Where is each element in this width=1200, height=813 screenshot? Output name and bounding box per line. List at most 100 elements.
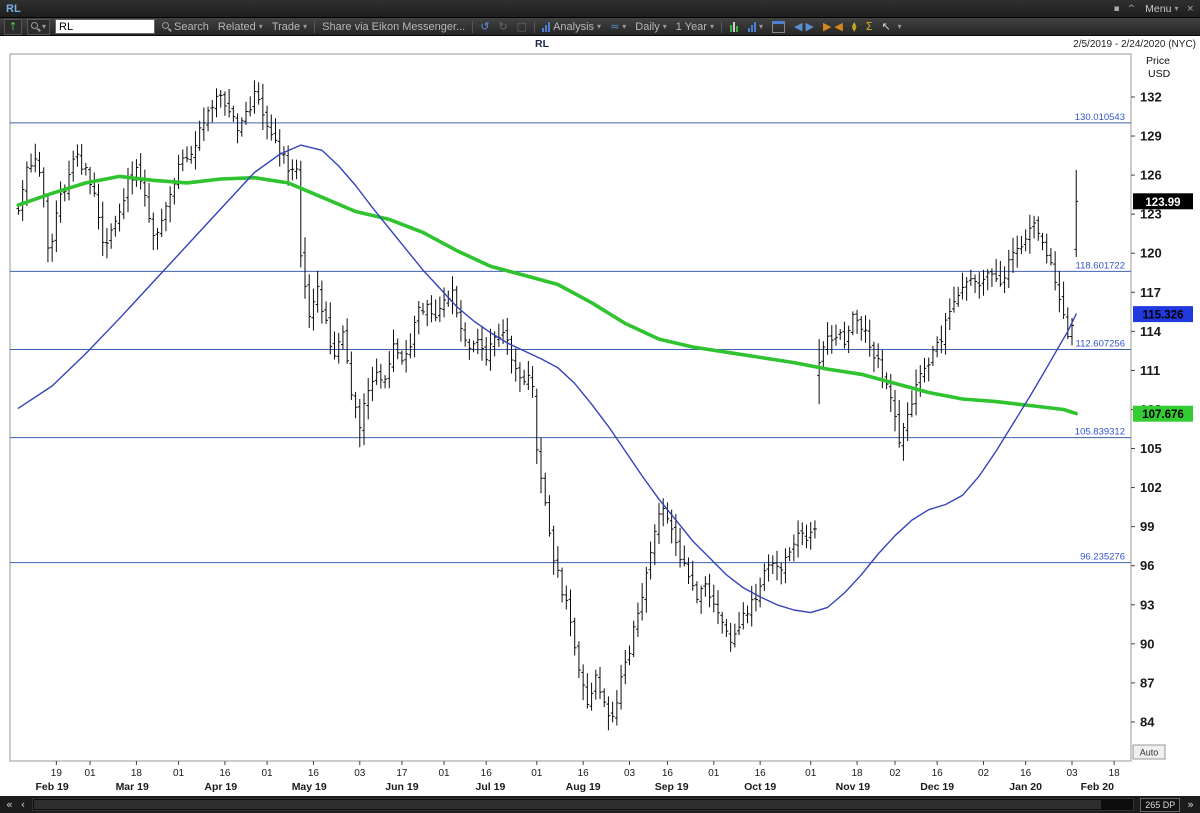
svg-text:93: 93 — [1140, 597, 1154, 612]
redo-icon[interactable]: ↻ — [498, 20, 508, 33]
svg-text:118.601722: 118.601722 — [1076, 260, 1126, 271]
interval-dropdown[interactable]: Daily ▾ — [635, 20, 667, 33]
analysis-dropdown[interactable]: Analysis ▾ — [540, 21, 603, 33]
svg-text:Mar 19: Mar 19 — [116, 781, 149, 793]
titlebar: RL ▪ ^ Menu ▾ × — [0, 0, 1200, 18]
chart-scrollbar: « ‹ 265 DP » — [0, 796, 1200, 813]
svg-text:01: 01 — [531, 768, 543, 779]
horizontal-compress-button[interactable]: ▶ ◀ — [821, 20, 845, 33]
svg-text:102: 102 — [1140, 480, 1162, 495]
svg-text:105: 105 — [1140, 441, 1162, 456]
svg-text:Auto: Auto — [1140, 748, 1159, 758]
svg-text:01: 01 — [85, 768, 97, 779]
chevron-down-icon: ▾ — [597, 22, 602, 31]
svg-text:123: 123 — [1140, 207, 1162, 222]
svg-text:02: 02 — [889, 768, 901, 779]
svg-text:115.326: 115.326 — [1143, 310, 1184, 322]
chart-panel: 130.010543 118.601722 112.607256 105.839312… — [0, 36, 1200, 796]
menu-dropdown[interactable]: Menu ▾ — [1145, 3, 1178, 15]
wave-analysis-dropdown[interactable]: ≈ ▾ — [608, 20, 628, 33]
left-triangle-icon: ◀ — [794, 20, 803, 33]
svg-text:Sep 19: Sep 19 — [655, 781, 689, 793]
svg-text:03: 03 — [1066, 768, 1078, 779]
window-layout-button[interactable] — [770, 20, 787, 33]
divider — [534, 20, 536, 33]
sigma-icon: Σ — [865, 20, 873, 33]
right-triangle-icon: ▶ — [822, 20, 832, 33]
bar-chart-icon — [747, 21, 756, 32]
scroll-left-button[interactable]: ‹ — [20, 798, 26, 811]
svg-text:01: 01 — [173, 768, 185, 779]
search-icon — [162, 22, 171, 31]
close-icon[interactable]: × — [1186, 3, 1194, 14]
range-dropdown[interactable]: 1 Year ▾ — [675, 20, 714, 33]
up-down-arrows-icon: ▲ ▼ — [851, 20, 857, 33]
vertical-scale-button[interactable]: ▲ ▼ — [850, 20, 859, 33]
svg-text:90: 90 — [1140, 636, 1154, 651]
scrollbar-handle[interactable] — [34, 800, 1102, 809]
chevron-down-icon: ▾ — [1174, 4, 1179, 13]
share-messenger-button[interactable]: Share via Eikon Messenger... — [322, 20, 466, 33]
cursor-tool-button[interactable]: ↖ — [879, 20, 892, 33]
toolbar: ↑ ▾ Search Related ▾ Trade ▾ Share via E… — [0, 18, 1200, 36]
divider — [314, 20, 316, 33]
search-icon — [31, 22, 40, 31]
svg-text:17: 17 — [396, 768, 408, 779]
signals-button[interactable]: Σ — [864, 20, 875, 33]
svg-text:RL: RL — [535, 38, 550, 50]
scroll-right-fast-button[interactable]: » — [1187, 798, 1194, 811]
svg-text:18: 18 — [131, 768, 143, 779]
more-tools-dropdown[interactable]: ▾ — [897, 22, 902, 31]
svg-text:16: 16 — [755, 768, 767, 779]
svg-text:129: 129 — [1140, 129, 1162, 144]
scrollbar-track[interactable] — [32, 798, 1135, 811]
svg-text:Feb 20: Feb 20 — [1081, 781, 1114, 793]
svg-text:19: 19 — [51, 768, 63, 779]
svg-text:16: 16 — [308, 768, 320, 779]
svg-text:112.607256: 112.607256 — [1076, 338, 1126, 349]
search-button[interactable]: Search — [160, 21, 211, 33]
svg-text:USD: USD — [1148, 68, 1171, 80]
chevron-down-icon: ▾ — [42, 22, 47, 31]
chart-style-button[interactable] — [727, 21, 741, 32]
up-arrow-button[interactable]: ↑ — [4, 18, 22, 35]
candlestick-icon — [729, 21, 739, 32]
svg-text:16: 16 — [481, 768, 493, 779]
svg-text:111: 111 — [1140, 363, 1160, 378]
svg-text:16: 16 — [932, 768, 944, 779]
svg-text:01: 01 — [805, 768, 817, 779]
svg-text:18: 18 — [852, 768, 864, 779]
svg-text:02: 02 — [978, 768, 990, 779]
symbol-input[interactable] — [55, 19, 156, 34]
svg-text:16: 16 — [578, 768, 590, 779]
svg-text:Price: Price — [1146, 55, 1170, 67]
svg-text:01: 01 — [708, 768, 720, 779]
svg-text:Nov 19: Nov 19 — [836, 781, 871, 793]
horizontal-expand-button[interactable]: ◀ ▶ — [792, 20, 816, 33]
volume-chart-button[interactable]: ▾ — [746, 21, 765, 32]
svg-text:107.676: 107.676 — [1142, 409, 1184, 421]
trade-dropdown[interactable]: Trade ▾ — [271, 20, 308, 33]
window-title: RL — [6, 2, 21, 15]
svg-text:132: 132 — [1140, 89, 1162, 104]
collapse-icon[interactable]: ^ — [1127, 3, 1136, 14]
svg-text:Apr 19: Apr 19 — [204, 781, 237, 793]
undo-icon[interactable]: ↺ — [480, 20, 490, 33]
divider — [472, 20, 474, 33]
svg-text:01: 01 — [262, 768, 274, 779]
svg-text:Dec 19: Dec 19 — [920, 781, 954, 793]
pin-icon[interactable]: ▪ — [1113, 3, 1120, 14]
svg-text:Jan 20: Jan 20 — [1009, 781, 1042, 793]
related-dropdown[interactable]: Related ▾ — [217, 20, 263, 33]
price-chart[interactable]: 130.010543 118.601722 112.607256 105.839312… — [0, 36, 1200, 796]
save-layout-icon[interactable]: □ — [516, 20, 528, 33]
svg-text:Jul 19: Jul 19 — [476, 781, 506, 793]
search-type-button[interactable]: ▾ — [27, 18, 51, 35]
datapoints-badge: 265 DP — [1140, 797, 1181, 812]
menu-label: Menu — [1145, 2, 1172, 15]
chevron-down-icon: ▾ — [709, 22, 714, 31]
svg-text:16: 16 — [1020, 768, 1032, 779]
scroll-left-fast-button[interactable]: « — [6, 798, 13, 811]
svg-text:99: 99 — [1140, 519, 1154, 534]
